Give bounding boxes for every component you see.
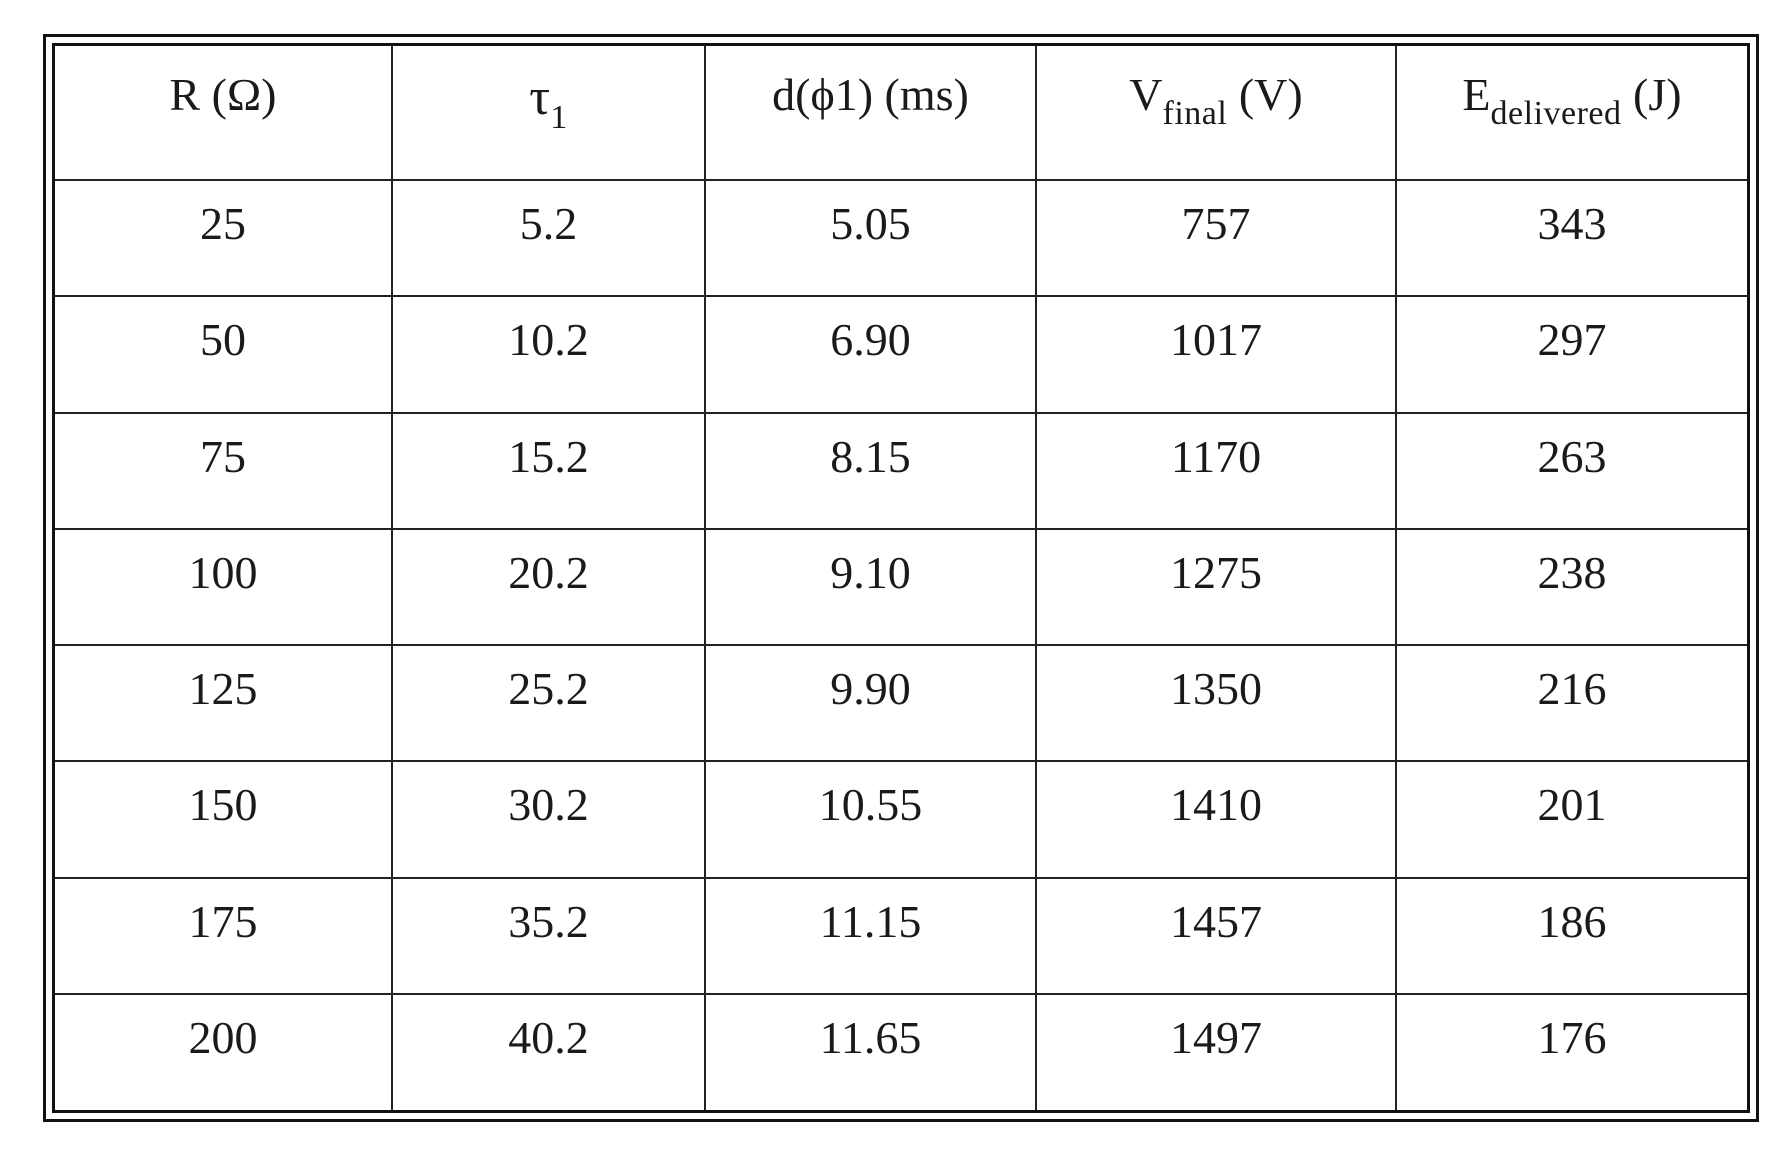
header-resistance: R (Ω) [55,46,393,181]
table-row: 125 25.2 9.90 1350 216 [55,643,1747,763]
header-edelivered-symbol: E [1462,69,1491,120]
cell-resistance: 25 [55,178,393,298]
cell-tau: 30.2 [391,760,706,879]
cell-duration: 11.15 [704,876,1037,995]
header-row: R (Ω) τ1 d(ϕ1) (ms) Vfinal (V) Edelivere… [55,46,1747,181]
table-row: 175 35.2 11.15 1457 186 [55,876,1747,995]
cell-duration: 5.05 [704,178,1037,298]
cell-resistance: 175 [55,876,393,995]
cell-resistance: 50 [55,295,393,414]
cell-duration: 11.65 [704,992,1037,1110]
cell-vfinal: 1017 [1035,295,1397,414]
header-vfinal: Vfinal (V) [1035,46,1397,181]
cell-vfinal: 757 [1035,178,1397,298]
cell-tau: 15.2 [391,411,706,530]
cell-edelivered: 201 [1395,760,1747,879]
cell-vfinal: 1275 [1035,527,1397,647]
table-frame-inner: R (Ω) τ1 d(ϕ1) (ms) Vfinal (V) Edelivere… [52,43,1750,1113]
table-row: 50 10.2 6.90 1017 297 [55,295,1747,414]
cell-tau: 5.2 [391,178,706,298]
header-edelivered-unit: (J) [1621,69,1682,120]
cell-tau: 40.2 [391,992,706,1110]
cell-edelivered: 238 [1395,527,1747,647]
cell-vfinal: 1457 [1035,876,1397,995]
cell-tau: 25.2 [391,643,706,763]
data-table: R (Ω) τ1 d(ϕ1) (ms) Vfinal (V) Edelivere… [55,46,1747,1110]
header-vfinal-unit: (V) [1227,69,1303,120]
cell-vfinal: 1497 [1035,992,1397,1110]
cell-tau: 35.2 [391,876,706,995]
table-row: 75 15.2 8.15 1170 263 [55,411,1747,530]
header-edelivered-subscript: delivered [1490,95,1622,132]
cell-vfinal: 1170 [1035,411,1397,530]
cell-edelivered: 263 [1395,411,1747,530]
cell-edelivered: 297 [1395,295,1747,414]
cell-vfinal: 1350 [1035,643,1397,763]
cell-duration: 6.90 [704,295,1037,414]
header-edelivered: Edelivered (J) [1395,46,1747,181]
header-vfinal-subscript: final [1162,95,1228,132]
cell-duration: 8.15 [704,411,1037,530]
cell-edelivered: 186 [1395,876,1747,995]
cell-edelivered: 343 [1395,178,1747,298]
cell-edelivered: 176 [1395,992,1747,1110]
cell-tau: 20.2 [391,527,706,647]
header-resistance-label: R (Ω) [169,69,277,120]
table-frame: R (Ω) τ1 d(ϕ1) (ms) Vfinal (V) Edelivere… [43,34,1759,1122]
header-tau-symbol: τ [529,69,551,126]
cell-resistance: 125 [55,643,393,763]
header-duration-label: d(ϕ1) (ms) [772,69,969,120]
table-row: 200 40.2 11.65 1497 176 [55,992,1747,1110]
header-vfinal-symbol: V [1129,69,1163,120]
header-tau-subscript: 1 [550,99,568,136]
cell-resistance: 150 [55,760,393,879]
cell-resistance: 75 [55,411,393,530]
cell-tau: 10.2 [391,295,706,414]
cell-resistance: 200 [55,992,393,1110]
cell-edelivered: 216 [1395,643,1747,763]
cell-resistance: 100 [55,527,393,647]
cell-duration: 9.90 [704,643,1037,763]
cell-duration: 9.10 [704,527,1037,647]
cell-vfinal: 1410 [1035,760,1397,879]
table-row: 100 20.2 9.10 1275 238 [55,527,1747,647]
header-duration: d(ϕ1) (ms) [704,46,1037,181]
table-row: 150 30.2 10.55 1410 201 [55,760,1747,879]
table-row: 25 5.2 5.05 757 343 [55,178,1747,298]
table-body: 25 5.2 5.05 757 343 50 10.2 6.90 1017 29… [55,178,1747,1110]
cell-duration: 10.55 [704,760,1037,879]
header-tau: τ1 [391,46,706,181]
